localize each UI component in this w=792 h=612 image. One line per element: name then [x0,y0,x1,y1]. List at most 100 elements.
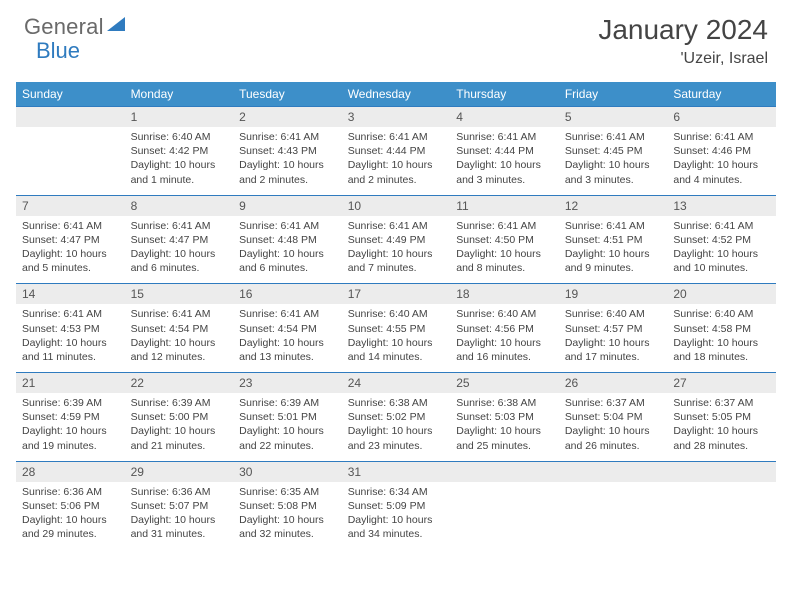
day-body: Sunrise: 6:41 AMSunset: 4:53 PMDaylight:… [16,304,125,372]
day-body: Sunrise: 6:41 AMSunset: 4:43 PMDaylight:… [233,127,342,195]
sunset-line: Sunset: 4:42 PM [131,144,228,158]
daylight-line: Daylight: 10 hours and 23 minutes. [348,424,445,452]
calendar-cell: 25Sunrise: 6:38 AMSunset: 5:03 PMDayligh… [450,372,559,461]
calendar-cell: 9Sunrise: 6:41 AMSunset: 4:48 PMDaylight… [233,195,342,284]
day-number: 21 [16,372,125,393]
sunset-line: Sunset: 5:01 PM [239,410,336,424]
day-number: 16 [233,283,342,304]
day-body [559,482,668,538]
day-number: 29 [125,461,234,482]
daylight-line: Daylight: 10 hours and 32 minutes. [239,513,336,541]
sunrise-line: Sunrise: 6:39 AM [239,396,336,410]
day-body: Sunrise: 6:40 AMSunset: 4:55 PMDaylight:… [342,304,451,372]
sunrise-line: Sunrise: 6:41 AM [565,130,662,144]
sunset-line: Sunset: 4:44 PM [348,144,445,158]
sunset-line: Sunset: 4:56 PM [456,322,553,336]
weekday-header: Saturday [667,82,776,106]
calendar-cell: 2Sunrise: 6:41 AMSunset: 4:43 PMDaylight… [233,106,342,195]
sunset-line: Sunset: 4:47 PM [131,233,228,247]
day-number: 28 [16,461,125,482]
sunrise-line: Sunrise: 6:34 AM [348,485,445,499]
daylight-line: Daylight: 10 hours and 8 minutes. [456,247,553,275]
calendar-week-row: 21Sunrise: 6:39 AMSunset: 4:59 PMDayligh… [16,372,776,461]
day-body: Sunrise: 6:39 AMSunset: 5:01 PMDaylight:… [233,393,342,461]
day-body: Sunrise: 6:41 AMSunset: 4:47 PMDaylight:… [16,216,125,284]
location-label: 'Uzeir, Israel [598,50,768,68]
day-body: Sunrise: 6:34 AMSunset: 5:09 PMDaylight:… [342,482,451,550]
day-body: Sunrise: 6:41 AMSunset: 4:49 PMDaylight:… [342,216,451,284]
calendar-cell: 27Sunrise: 6:37 AMSunset: 5:05 PMDayligh… [667,372,776,461]
day-number: 2 [233,106,342,127]
daylight-line: Daylight: 10 hours and 18 minutes. [673,336,770,364]
day-body: Sunrise: 6:40 AMSunset: 4:58 PMDaylight:… [667,304,776,372]
calendar-cell: 28Sunrise: 6:36 AMSunset: 5:06 PMDayligh… [16,461,125,550]
sunset-line: Sunset: 4:59 PM [22,410,119,424]
day-number: 23 [233,372,342,393]
day-number: 1 [125,106,234,127]
day-number: 9 [233,195,342,216]
day-number [559,461,668,482]
sunrise-line: Sunrise: 6:41 AM [239,219,336,233]
sunset-line: Sunset: 4:45 PM [565,144,662,158]
weekday-header: Thursday [450,82,559,106]
calendar-cell: 6Sunrise: 6:41 AMSunset: 4:46 PMDaylight… [667,106,776,195]
daylight-line: Daylight: 10 hours and 12 minutes. [131,336,228,364]
day-number: 25 [450,372,559,393]
day-body: Sunrise: 6:41 AMSunset: 4:45 PMDaylight:… [559,127,668,195]
calendar-cell: 7Sunrise: 6:41 AMSunset: 4:47 PMDaylight… [16,195,125,284]
sunset-line: Sunset: 4:50 PM [456,233,553,247]
calendar-cell: 14Sunrise: 6:41 AMSunset: 4:53 PMDayligh… [16,283,125,372]
sunrise-line: Sunrise: 6:41 AM [22,307,119,321]
sunset-line: Sunset: 4:51 PM [565,233,662,247]
day-body: Sunrise: 6:40 AMSunset: 4:57 PMDaylight:… [559,304,668,372]
calendar-cell [667,461,776,550]
day-body: Sunrise: 6:41 AMSunset: 4:51 PMDaylight:… [559,216,668,284]
day-body: Sunrise: 6:41 AMSunset: 4:48 PMDaylight:… [233,216,342,284]
calendar-cell: 3Sunrise: 6:41 AMSunset: 4:44 PMDaylight… [342,106,451,195]
sunset-line: Sunset: 4:55 PM [348,322,445,336]
day-number: 20 [667,283,776,304]
daylight-line: Daylight: 10 hours and 13 minutes. [239,336,336,364]
sunrise-line: Sunrise: 6:35 AM [239,485,336,499]
calendar-cell [16,106,125,195]
sunrise-line: Sunrise: 6:39 AM [22,396,119,410]
sunrise-line: Sunrise: 6:41 AM [456,130,553,144]
header: General January 2024 'Uzeir, Israel [0,0,792,74]
calendar-cell [450,461,559,550]
sunrise-line: Sunrise: 6:41 AM [456,219,553,233]
day-body: Sunrise: 6:38 AMSunset: 5:02 PMDaylight:… [342,393,451,461]
calendar-cell: 4Sunrise: 6:41 AMSunset: 4:44 PMDaylight… [450,106,559,195]
daylight-line: Daylight: 10 hours and 4 minutes. [673,158,770,186]
sunrise-line: Sunrise: 6:37 AM [673,396,770,410]
calendar-week-row: 28Sunrise: 6:36 AMSunset: 5:06 PMDayligh… [16,461,776,550]
day-body [450,482,559,538]
calendar-cell [559,461,668,550]
daylight-line: Daylight: 10 hours and 34 minutes. [348,513,445,541]
calendar-week-row: 14Sunrise: 6:41 AMSunset: 4:53 PMDayligh… [16,283,776,372]
sunset-line: Sunset: 4:54 PM [131,322,228,336]
day-number: 22 [125,372,234,393]
daylight-line: Daylight: 10 hours and 29 minutes. [22,513,119,541]
sunrise-line: Sunrise: 6:39 AM [131,396,228,410]
daylight-line: Daylight: 10 hours and 14 minutes. [348,336,445,364]
daylight-line: Daylight: 10 hours and 7 minutes. [348,247,445,275]
daylight-line: Daylight: 10 hours and 9 minutes. [565,247,662,275]
calendar-cell: 29Sunrise: 6:36 AMSunset: 5:07 PMDayligh… [125,461,234,550]
sunrise-line: Sunrise: 6:41 AM [673,219,770,233]
day-body: Sunrise: 6:36 AMSunset: 5:06 PMDaylight:… [16,482,125,550]
day-number: 24 [342,372,451,393]
daylight-line: Daylight: 10 hours and 3 minutes. [456,158,553,186]
day-number: 3 [342,106,451,127]
day-number [450,461,559,482]
daylight-line: Daylight: 10 hours and 11 minutes. [22,336,119,364]
calendar-week-row: 7Sunrise: 6:41 AMSunset: 4:47 PMDaylight… [16,195,776,284]
day-body: Sunrise: 6:40 AMSunset: 4:56 PMDaylight:… [450,304,559,372]
sunrise-line: Sunrise: 6:40 AM [673,307,770,321]
daylight-line: Daylight: 10 hours and 3 minutes. [565,158,662,186]
day-body: Sunrise: 6:37 AMSunset: 5:04 PMDaylight:… [559,393,668,461]
sunrise-line: Sunrise: 6:36 AM [22,485,119,499]
day-number [16,106,125,127]
calendar-body: 1 Sunrise: 6:40 AM Sunset: 4:42 PM Daylight… [16,106,776,549]
day-number: 26 [559,372,668,393]
daylight-line: Daylight: 10 hours and 28 minutes. [673,424,770,452]
